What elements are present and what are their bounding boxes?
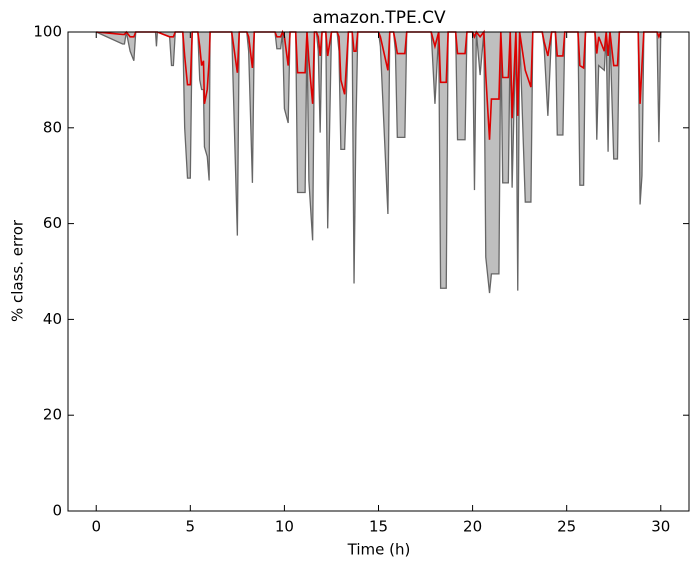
series-line bbox=[96, 29, 662, 140]
y-tick-label: 40 bbox=[43, 310, 62, 328]
x-tick-label: 25 bbox=[557, 518, 576, 536]
x-tick-label: 30 bbox=[651, 518, 670, 536]
y-tick-label: 60 bbox=[43, 214, 62, 232]
x-axis-label: Time (h) bbox=[347, 541, 411, 559]
x-tick-label: 15 bbox=[369, 518, 388, 536]
y-tick-label: 100 bbox=[33, 23, 62, 41]
range-area bbox=[96, 32, 661, 294]
chart-title: amazon.TPE.CV bbox=[312, 8, 446, 28]
y-axis-label: % class. error bbox=[9, 219, 27, 322]
y-tick-label: 80 bbox=[43, 118, 62, 136]
y-tick-label: 20 bbox=[43, 406, 62, 424]
x-tick-label: 5 bbox=[186, 518, 196, 536]
x-tick-label: 0 bbox=[91, 518, 101, 536]
x-tick-label: 10 bbox=[275, 518, 294, 536]
series-line bbox=[95, 31, 662, 294]
x-tick-label: 20 bbox=[463, 518, 482, 536]
y-tick-label: 0 bbox=[52, 502, 62, 520]
